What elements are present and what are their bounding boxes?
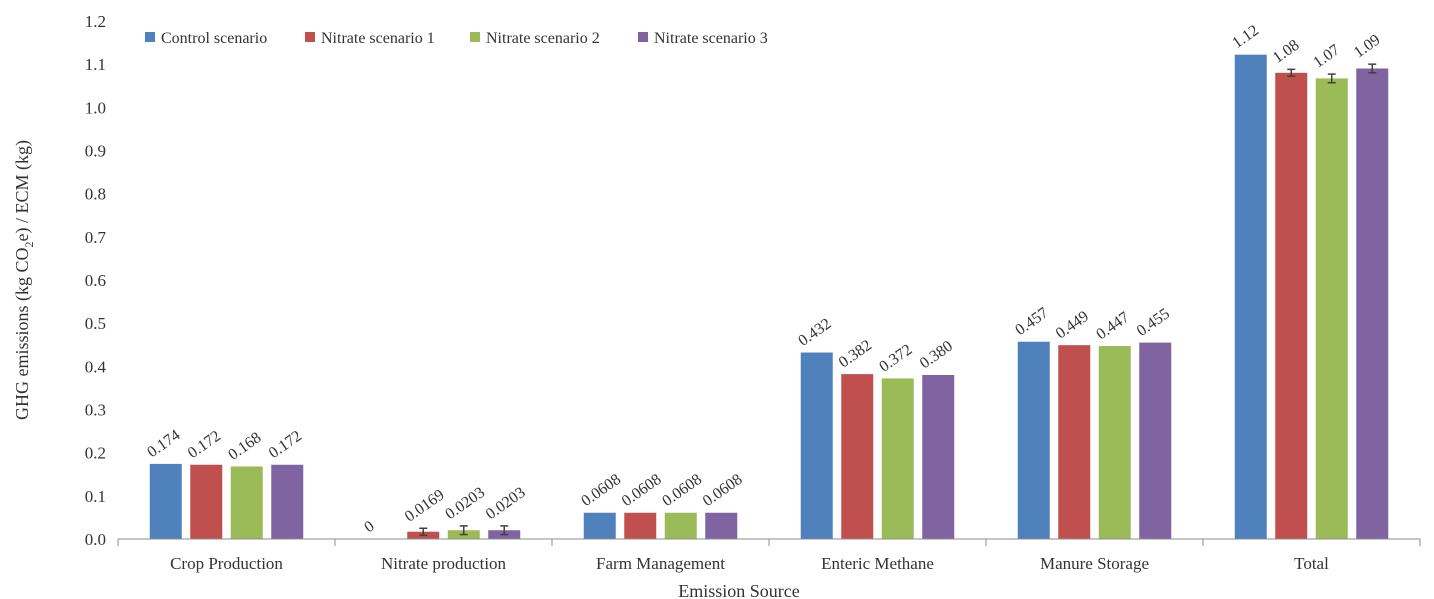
data-label: 0.432 — [795, 315, 834, 350]
bar — [841, 374, 874, 539]
data-label: 1.09 — [1351, 31, 1384, 61]
bar — [1139, 342, 1172, 539]
category-label: Crop Production — [170, 554, 283, 573]
y-tick-label: 0.6 — [85, 271, 106, 290]
y-tick-label: 0.4 — [85, 357, 107, 376]
data-label: 0.0608 — [619, 471, 665, 510]
data-label: 0.372 — [876, 341, 915, 376]
bar — [230, 466, 263, 539]
data-label: 0.172 — [185, 427, 224, 462]
legend-label: Control scenario — [161, 30, 267, 47]
y-tick-label: 0.7 — [85, 228, 107, 247]
bar — [271, 464, 304, 539]
x-axis-ticks — [117, 539, 1421, 546]
data-label: 0.174 — [144, 427, 183, 462]
data-label: 0.0608 — [700, 471, 746, 510]
y-tick-label: 1.1 — [85, 55, 106, 74]
data-label: 0.0608 — [659, 471, 705, 510]
bar — [922, 374, 955, 539]
category-label: Total — [1294, 554, 1329, 573]
data-label: 0.0608 — [578, 471, 624, 510]
y-tick-label: 0.3 — [85, 401, 106, 420]
bar — [624, 512, 657, 539]
legend-swatch — [638, 32, 648, 42]
y-axis-title-subscript: 2 — [22, 241, 36, 247]
bar — [1356, 68, 1389, 539]
legend-label: Nitrate scenario 2 — [486, 30, 600, 47]
data-label: 0.447 — [1093, 309, 1132, 344]
y-axis-title: GHG emissions (kg CO2e) / ECM (kg) — [12, 140, 36, 420]
data-label: 0.172 — [266, 427, 305, 462]
bar — [705, 512, 738, 539]
data-label: 1.08 — [1270, 37, 1303, 67]
y-tick-label: 0.5 — [85, 314, 106, 333]
y-tick-label: 0.0 — [85, 530, 106, 549]
data-label: 1.12 — [1229, 22, 1262, 52]
x-axis-title: Emission Source — [678, 581, 800, 599]
data-label: 0.457 — [1012, 304, 1051, 339]
data-label: 0.168 — [225, 429, 264, 464]
bar — [664, 512, 697, 539]
data-label: 0 — [361, 518, 377, 537]
data-label: 0.449 — [1053, 308, 1092, 343]
data-label: 0.382 — [836, 337, 875, 372]
error-bars-group — [419, 63, 1377, 536]
category-label: Manure Storage — [1040, 554, 1149, 573]
bar — [881, 378, 914, 539]
bar — [149, 463, 182, 539]
data-label: 0.380 — [917, 338, 956, 373]
data-label: 1.07 — [1310, 41, 1343, 71]
legend: Control scenario Nitrate scenario 1 Nitrat… — [145, 30, 768, 47]
bar — [1315, 78, 1348, 539]
bar — [1275, 72, 1308, 540]
legend-swatch — [305, 32, 315, 42]
legend-swatch — [145, 32, 155, 42]
y-tick-label: 0.8 — [85, 185, 106, 204]
bar — [800, 352, 833, 539]
bar — [1234, 54, 1267, 540]
y-axis-title-part-2: e) / ECM (kg) — [12, 140, 33, 241]
y-tick-label: 0.2 — [85, 444, 106, 463]
y-tick-label: 0.9 — [85, 142, 106, 161]
bar — [1098, 346, 1131, 539]
legend-label: Nitrate scenario 1 — [321, 30, 435, 47]
y-tick-label: 1.2 — [85, 12, 106, 31]
data-label: 0.455 — [1134, 305, 1173, 340]
bar-series-group — [149, 54, 1389, 540]
data-label: 0.0203 — [483, 484, 529, 523]
category-label: Nitrate production — [381, 554, 507, 573]
bar — [583, 512, 616, 539]
legend-label: Nitrate scenario 3 — [654, 30, 768, 47]
bar — [1017, 341, 1050, 539]
category-label: Enteric Methane — [821, 554, 934, 573]
legend-swatch — [470, 32, 480, 42]
data-label: 0.0203 — [442, 484, 488, 523]
y-axis-ticks: 0.0 0.1 0.2 0.3 0.4 0.5 0.6 0.7 0.8 0.9 1.0 1.1 1.2 — [85, 12, 107, 549]
y-axis-title-part-1: GHG emissions (kg CO — [12, 247, 33, 420]
y-tick-label: 1.0 — [85, 98, 106, 117]
category-label: Farm Management — [596, 554, 725, 573]
data-label: 0.0169 — [402, 486, 448, 525]
y-tick-label: 0.1 — [85, 487, 106, 506]
category-labels-group: Crop Production Nitrate production Farm Ma… — [170, 554, 1329, 573]
bar — [190, 464, 223, 539]
bar — [1058, 345, 1091, 539]
